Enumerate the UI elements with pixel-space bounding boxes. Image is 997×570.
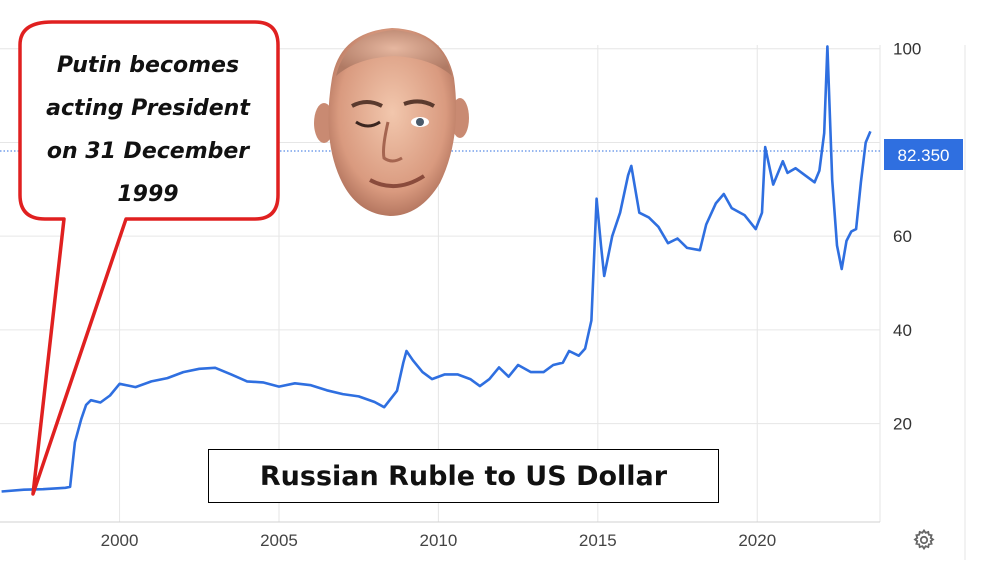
y-tick-label: 100 <box>893 40 921 59</box>
y-axis-ticks: 20 40 60 100 <box>893 40 921 434</box>
putin-portrait-image <box>314 28 469 216</box>
current-price-tag: 82.350 <box>884 139 963 170</box>
current-price-value: 82.350 <box>898 146 950 165</box>
chart-title: Russian Ruble to US Dollar <box>208 449 719 503</box>
x-tick-label: 2015 <box>579 531 617 550</box>
x-axis-ticks: 2000 2005 2010 2015 2020 <box>101 531 777 550</box>
series-line-rub-usd <box>1 45 872 493</box>
y-tick-label: 60 <box>893 227 912 246</box>
callout-text: Putin becomes acting President on 31 Dec… <box>46 53 250 207</box>
callout-bubble <box>18 20 280 496</box>
x-tick-label: 2010 <box>419 531 457 550</box>
gear-icon[interactable] <box>912 528 936 552</box>
x-tick-label: 2020 <box>738 531 776 550</box>
y-tick-label: 20 <box>893 415 912 434</box>
x-tick-label: 2000 <box>101 531 139 550</box>
y-tick-label: 40 <box>893 321 912 340</box>
x-tick-label: 2005 <box>260 531 298 550</box>
